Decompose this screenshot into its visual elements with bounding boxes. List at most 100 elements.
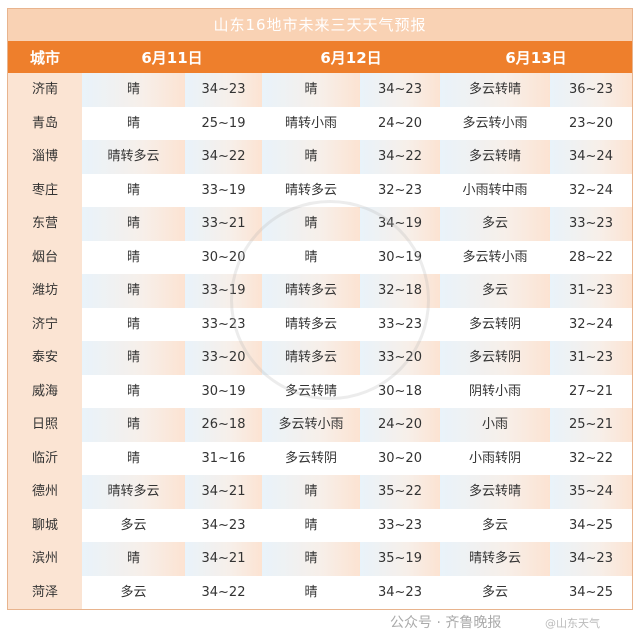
temp-cell: 30~18	[378, 383, 422, 399]
table-row: 日照晴 26~18 多云转小雨 24~20 小雨 25~21	[8, 408, 632, 442]
temp-cell: 32~24	[569, 182, 613, 198]
watermark-seal-text: @山东天气	[545, 617, 600, 630]
weather-cell: 多云转晴	[440, 475, 550, 509]
temp-cell: 34~22	[201, 584, 246, 600]
table-header: 城市 6月11日 6月12日 6月13日	[8, 41, 632, 73]
temp-cell: 23~20	[569, 115, 613, 131]
temp-cell: 30~20	[201, 249, 246, 265]
weather-cell: 多云	[481, 584, 508, 600]
city-cell: 滨州	[8, 542, 82, 576]
weather-cell: 晴转多云	[284, 182, 337, 198]
weather-cell: 小雨转中雨	[462, 182, 528, 198]
weather-cell: 多云	[481, 517, 508, 533]
city-cell: 威海	[8, 374, 82, 408]
city-cell: 菏泽	[8, 575, 82, 609]
weather-cell: 晴	[304, 517, 318, 533]
temp-cell: 26~18	[185, 408, 262, 442]
weather-cell: 多云转晴	[284, 383, 337, 399]
table-row: 淄博 晴转多云 34~22 晴 34~22 多云转晴 34~24	[8, 140, 632, 174]
city-cell: 德州	[8, 475, 82, 509]
table-body: 济南晴 34~23 晴 34~23 多云转晴 36~23 青岛晴 25~19 晴转小雨 24~20…	[8, 73, 632, 609]
weather-cell: 晴转多云	[284, 316, 337, 332]
temp-cell: 27~21	[569, 383, 613, 399]
temp-cell: 31~23	[550, 341, 632, 375]
weather-cell: 多云转阴	[284, 450, 337, 466]
table-row: 烟台 晴 30~20 晴 30~19 多云转小雨 28~22	[8, 240, 632, 274]
weather-cell: 晴	[304, 584, 318, 600]
temp-cell: 34~23	[378, 584, 422, 600]
header-day-1: 6月11日	[141, 48, 203, 67]
table-row: 菏泽 多云 34~22 晴 34~23 多云 34~25	[8, 575, 632, 609]
weather-cell: 晴	[126, 249, 140, 265]
weather-cell: 阴转小雨	[468, 383, 521, 399]
table-row: 聊城 多云 34~23 晴 33~23 多云 34~25	[8, 508, 632, 542]
temp-cell: 34~21	[185, 475, 262, 509]
table-title: 山东16地市未来三天天气预报	[8, 9, 632, 41]
city-cell: 枣庄	[8, 173, 82, 207]
watermark-source: 公众号 · 齐鲁晚报	[390, 615, 502, 631]
temp-cell: 34~22	[185, 140, 262, 174]
header-city: 城市	[29, 48, 60, 67]
weather-cell: 多云	[120, 517, 147, 533]
weather-cell: 晴	[82, 73, 185, 107]
weather-cell: 晴	[82, 274, 185, 308]
temp-cell: 35~19	[360, 542, 440, 576]
table-row: 济南晴 34~23 晴 34~23 多云转晴 36~23	[8, 73, 632, 107]
weather-cell: 晴转多云	[440, 542, 550, 576]
weather-cell: 多云转小雨	[262, 408, 360, 442]
city-cell: 淄博	[8, 140, 82, 174]
temp-cell: 35~22	[360, 475, 440, 509]
table-row: 德州 晴转多云 34~21 晴 35~22 多云转晴 35~24	[8, 475, 632, 509]
temp-cell: 36~23	[550, 73, 632, 107]
table-row: 济宁 晴 33~23 晴转多云 33~23 多云转阴 32~24	[8, 307, 632, 341]
temp-cell: 24~20	[360, 408, 440, 442]
city-cell: 日照	[8, 408, 82, 442]
temp-cell: 33~20	[360, 341, 440, 375]
weather-cell: 晴转多云	[262, 274, 360, 308]
weather-cell: 晴转多云	[82, 140, 185, 174]
city-cell: 泰安	[8, 341, 82, 375]
temp-cell: 30~20	[378, 450, 422, 466]
temp-cell: 34~22	[360, 140, 440, 174]
temp-cell: 34~24	[550, 140, 632, 174]
weather-cell: 多云	[440, 274, 550, 308]
temp-cell: 34~23	[360, 73, 440, 107]
table-row: 枣庄 晴 33~19 晴转多云 32~23 小雨转中雨 32~24	[8, 173, 632, 207]
weather-cell: 晴	[126, 316, 140, 332]
temp-cell: 24~20	[378, 115, 422, 131]
temp-cell: 31~23	[550, 274, 632, 308]
table-row: 东营晴 33~21 晴 34~19 多云 33~23	[8, 207, 632, 241]
temp-cell: 32~24	[569, 316, 613, 332]
weather-cell: 多云转小雨	[462, 249, 528, 265]
temp-cell: 33~23	[201, 316, 246, 332]
temp-cell: 34~23	[201, 517, 246, 533]
weather-cell: 多云转晴	[440, 73, 550, 107]
temp-cell: 33~19	[201, 182, 246, 198]
temp-cell: 32~22	[569, 450, 613, 466]
temp-cell: 32~23	[378, 182, 422, 198]
city-cell: 烟台	[8, 240, 82, 274]
temp-cell: 34~25	[569, 584, 613, 600]
weather-cell: 晴	[262, 140, 360, 174]
weather-cell: 多云转晴	[440, 140, 550, 174]
temp-cell: 30~19	[378, 249, 422, 265]
table-row: 青岛 晴 25~19 晴转小雨 24~20 多云转小雨 23~20	[8, 106, 632, 140]
weather-cell: 晴	[126, 182, 140, 198]
weather-cell: 多云转阴	[468, 316, 521, 332]
city-cell: 临沂	[8, 441, 82, 475]
city-cell: 潍坊	[8, 274, 82, 308]
weather-cell: 多云转小雨	[462, 115, 528, 131]
temp-cell: 33~23	[550, 207, 632, 241]
weather-cell: 晴	[262, 542, 360, 576]
temp-cell: 25~19	[201, 115, 246, 131]
weather-cell: 晴	[262, 73, 360, 107]
weather-cell: 晴	[82, 207, 185, 241]
header-day-2: 6月12日	[320, 48, 382, 67]
city-cell: 济南	[8, 73, 82, 107]
temp-cell: 25~21	[550, 408, 632, 442]
weather-cell: 多云转阴	[440, 341, 550, 375]
table-row: 滨州晴 34~21 晴 35~19 晴转多云 34~23	[8, 542, 632, 576]
table-row: 临沂 晴 31~16 多云转阴 30~20 小雨转阴 32~22	[8, 441, 632, 475]
temp-cell: 33~23	[378, 517, 422, 533]
temp-cell: 32~18	[360, 274, 440, 308]
